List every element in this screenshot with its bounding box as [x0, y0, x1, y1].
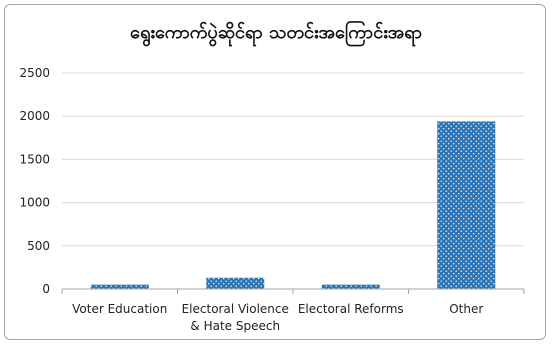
x-category-label: Voter Education [72, 302, 167, 316]
y-tick-label: 1500 [19, 152, 50, 166]
bar [206, 277, 265, 289]
x-category-label: & Hate Speech [190, 319, 280, 333]
chart-title: ရွေးကောက်ပွဲဆိုင်ရာ သတင်းအကြောင်းအရာ [130, 20, 422, 47]
x-category-label: Other [449, 302, 483, 316]
bar [90, 284, 149, 289]
y-tick-label: 2000 [19, 109, 50, 123]
labels: 0 500 1000 1500 2000 2500 Voter Education Elect… [19, 66, 483, 333]
bars [90, 121, 496, 289]
bar [437, 121, 496, 289]
x-category-label: Electoral Reforms [298, 302, 404, 316]
axes [61, 288, 525, 294]
y-tick-label: 2500 [19, 66, 50, 80]
y-tick-label: 0 [42, 282, 50, 296]
y-tick-label: 1000 [19, 196, 50, 210]
x-category-label: Electoral Violence [182, 302, 289, 316]
y-tick-label: 500 [27, 239, 50, 253]
bar [321, 284, 380, 289]
